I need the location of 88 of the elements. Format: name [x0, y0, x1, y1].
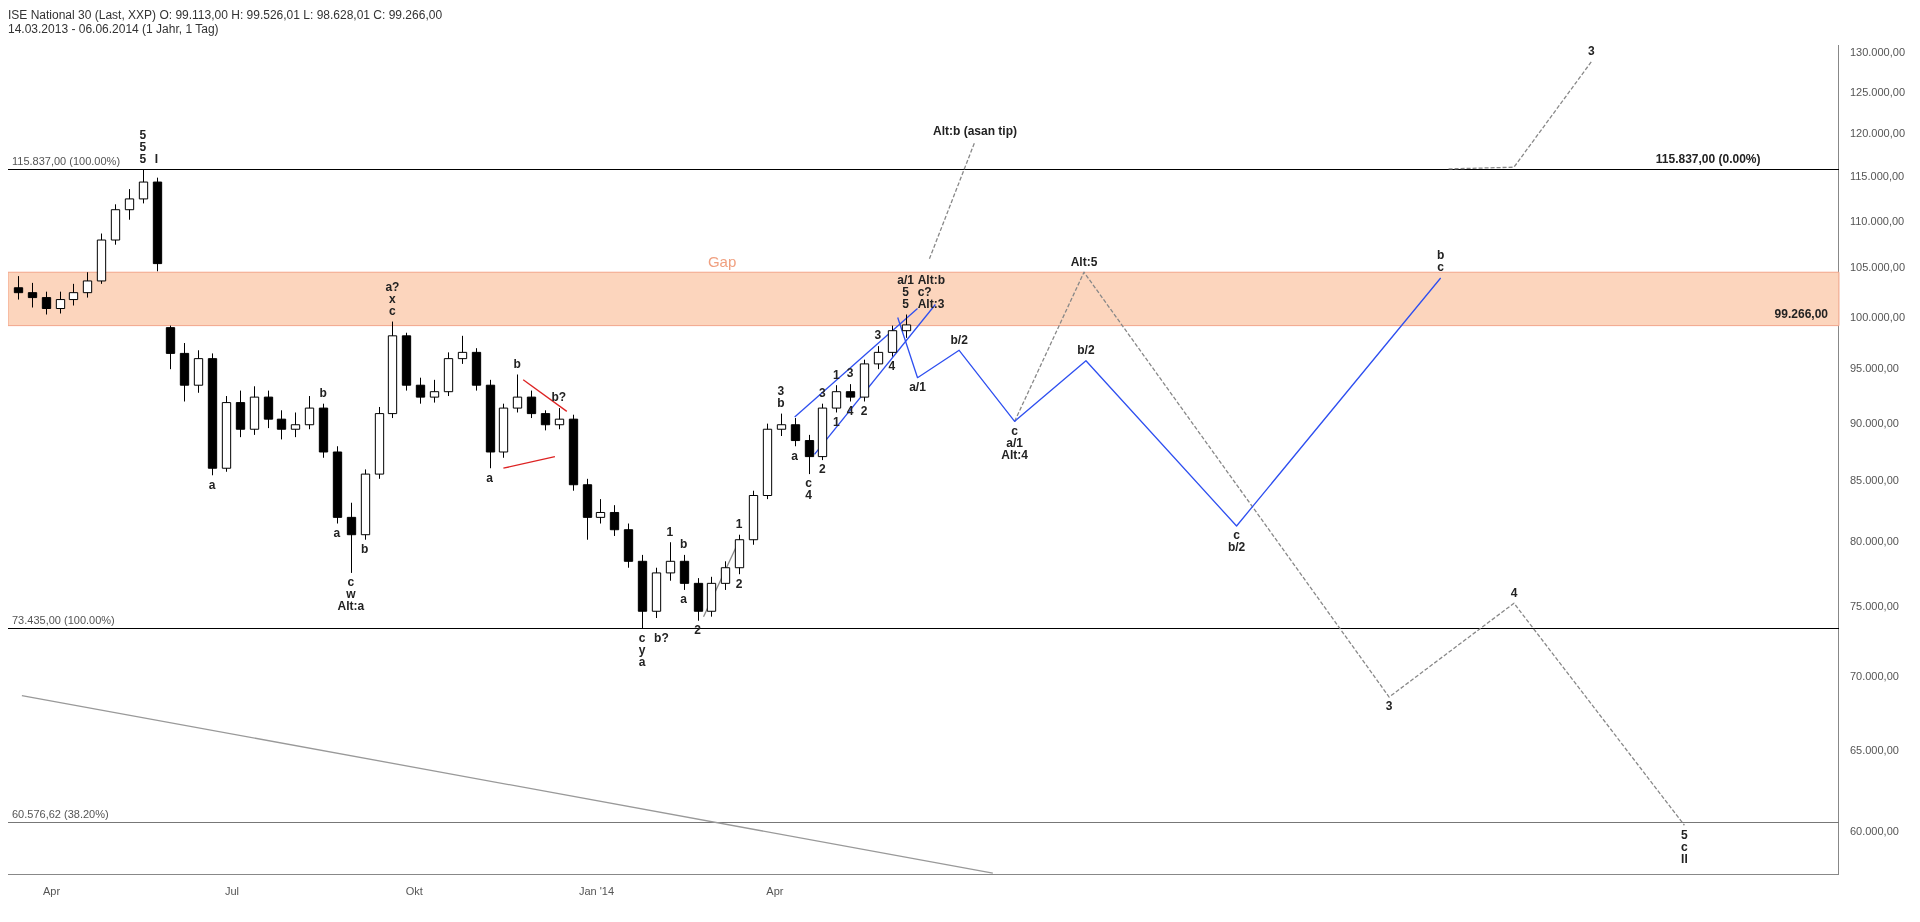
annotation: c?	[917, 284, 932, 299]
y-tick-label: 130.000,00	[1849, 46, 1906, 59]
annotation: Alt:5	[1070, 254, 1098, 269]
annotation: 3	[777, 383, 785, 398]
annotation: a	[333, 525, 341, 540]
y-tick-label: 70.000,00	[1849, 669, 1899, 682]
y-tick-label: 110.000,00	[1849, 214, 1905, 227]
band-label: Gap	[707, 252, 737, 270]
annotation: b/2	[950, 332, 969, 347]
annotation: 3	[1385, 699, 1393, 714]
annotation: a	[791, 448, 799, 463]
annotation: II	[1681, 851, 1688, 866]
x-tick-label: Jan '14	[578, 885, 615, 898]
annotation: 1	[735, 517, 743, 532]
annotation: 3	[846, 366, 854, 381]
y-tick-label: 60.000,00	[1849, 824, 1899, 837]
annotation: b/2	[1077, 343, 1095, 358]
y-tick-label: 90.000,00	[1849, 416, 1899, 429]
chart-subtitle: 14.03.2013 - 06.06.2014 (1 Jahr, 1 Tag)	[8, 22, 220, 36]
annotation: Alt:b (asan tip)	[932, 123, 1017, 138]
annotation: b	[1436, 248, 1445, 263]
ref-line-label: 60.576,62 (38.20%)	[12, 808, 109, 821]
annotation: 2	[860, 403, 868, 418]
annotation: b	[513, 356, 521, 371]
annotation: Alt:b	[917, 272, 945, 287]
y-tick-label: 95.000,00	[1849, 362, 1899, 375]
y-tick-label: 100.000,00	[1849, 310, 1906, 323]
annotation: a	[680, 592, 688, 607]
y-tick-label: 65.000,00	[1849, 744, 1899, 757]
annotation: 3	[1587, 44, 1595, 59]
annotation: b?	[654, 630, 669, 645]
annotation: b	[777, 395, 785, 410]
annotation: 4	[1510, 585, 1518, 600]
chart-title: ISE National 30 (Last, XXP) O: 99.113,00 H: 99.526,01 L: 98.628,01 C: 99.266,00	[8, 8, 444, 22]
annotation: b	[680, 537, 688, 552]
ref-line-label: 73.435,00 (100.00%)	[12, 614, 115, 627]
annotation: 5	[1681, 827, 1689, 842]
annotation: 99.266,00	[1774, 307, 1829, 322]
annotation: 4	[888, 358, 896, 373]
annotation: c	[1681, 839, 1689, 854]
y-tick-label: 80.000,00	[1849, 535, 1899, 548]
y-tick-label: 115.000,00	[1849, 169, 1905, 182]
x-tick-label: Okt	[405, 885, 423, 898]
annotation: c	[1011, 423, 1019, 438]
x-tick-label: Apr	[766, 885, 784, 898]
annotation: 5	[139, 151, 147, 166]
x-tick-label: Jul	[224, 885, 239, 898]
annotation: a	[208, 477, 216, 492]
annotation: c	[638, 630, 646, 645]
annotation: 4	[805, 488, 813, 503]
annotation: w	[345, 587, 357, 602]
y-tick-label: 105.000,00	[1849, 261, 1906, 274]
annotation: 1	[832, 367, 840, 382]
annotation: c	[1233, 528, 1241, 543]
y-tick-label: 120.000,00	[1849, 126, 1906, 139]
annotation: a/1	[1006, 435, 1024, 450]
annotation: a?	[385, 279, 400, 294]
annotation: c	[347, 575, 355, 590]
y-tick-label: 75.000,00	[1849, 600, 1899, 613]
annotation: Alt:4	[1001, 447, 1029, 462]
annotation: 5	[902, 296, 910, 311]
annotation: b	[319, 386, 327, 400]
annotation: c	[1437, 260, 1445, 275]
annotation: c	[389, 303, 397, 318]
annotation: 2	[735, 576, 743, 591]
y-tick-label: 125.000,00	[1849, 85, 1906, 98]
annotation: a/1	[897, 272, 915, 287]
ref-line-label: 115.837,00 (100.00%)	[12, 155, 121, 168]
annotation: I	[154, 151, 159, 166]
annotation: 115.837,00 (0.00%)	[1655, 151, 1761, 166]
annotation: 2	[819, 462, 827, 477]
annotation: a	[486, 470, 494, 485]
annotation: b?	[551, 390, 567, 405]
annotation: 3	[874, 328, 882, 343]
annotation: b/2	[1227, 540, 1246, 555]
annotation: x	[389, 291, 397, 306]
annotation: Alt:a	[337, 599, 365, 614]
annotation: c	[805, 476, 813, 491]
annotation: 5	[139, 139, 147, 154]
annotation: 1	[832, 414, 840, 429]
annotation: a/1	[909, 380, 927, 395]
annotation: 5	[139, 127, 147, 142]
y-tick-label: 85.000,00	[1849, 474, 1899, 487]
annotation: Alt:3	[917, 296, 945, 311]
annotation: b	[361, 542, 369, 557]
annotation: 5	[902, 284, 910, 299]
x-tick-label: Apr	[43, 885, 61, 898]
annotation: 1	[666, 524, 674, 539]
